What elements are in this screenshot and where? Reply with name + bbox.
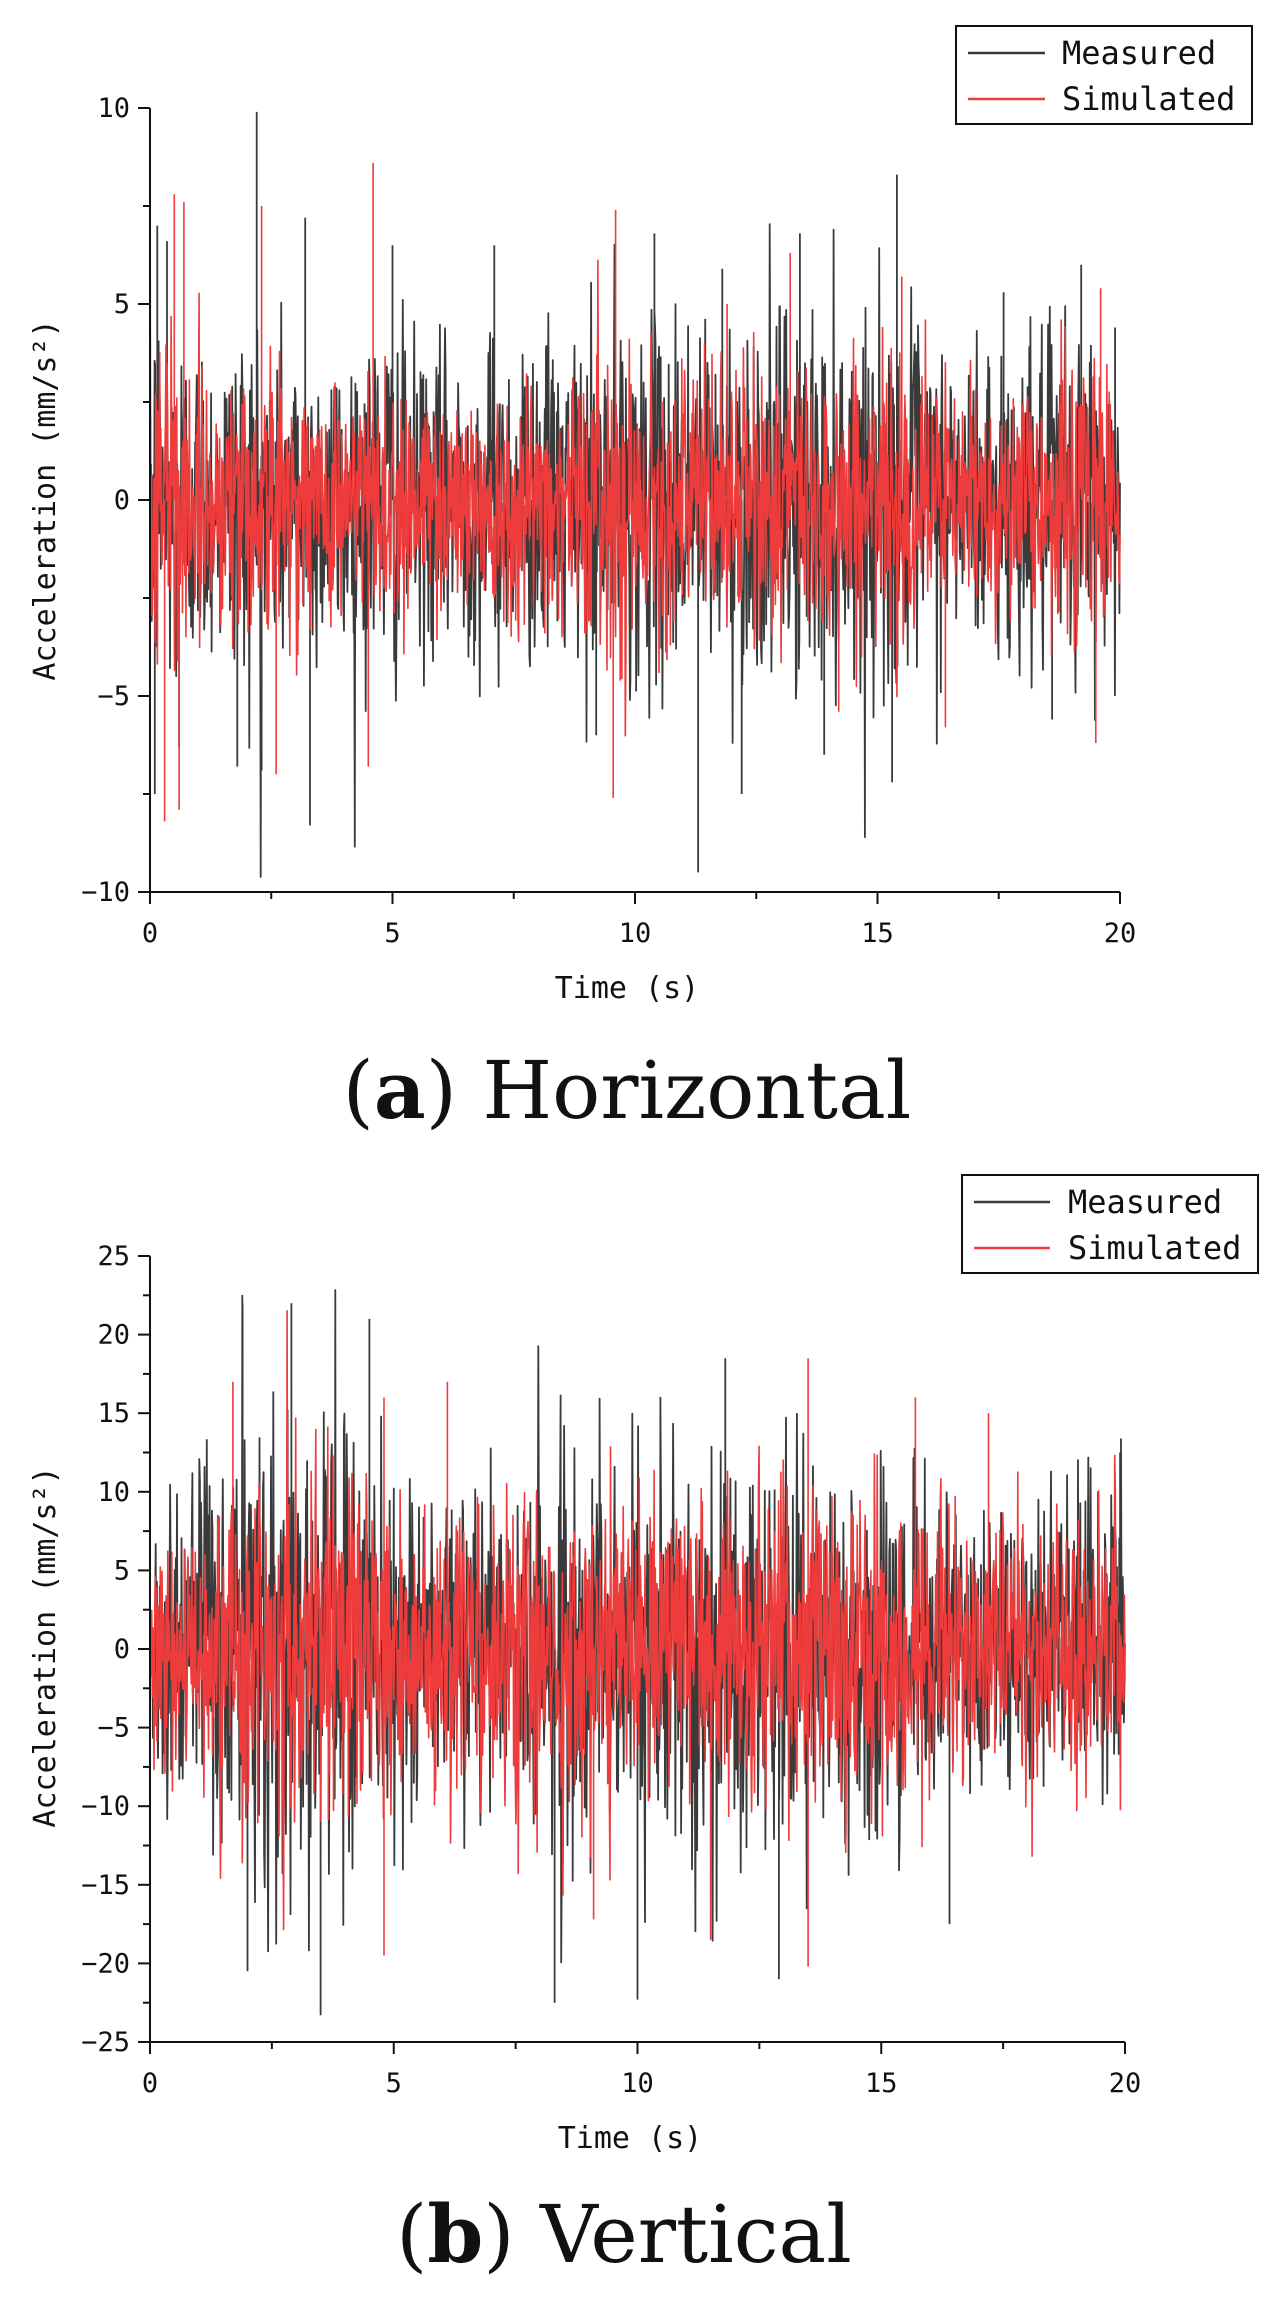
x-axis-label-vertical: Time (s) bbox=[558, 2121, 703, 2156]
caption-horizontal: (a) Horizontal bbox=[343, 1043, 912, 1137]
y-tick-label: 10 bbox=[97, 1477, 130, 1508]
x-axis-label-horizontal: Time (s) bbox=[555, 971, 700, 1006]
x-tick-label: 15 bbox=[861, 918, 894, 949]
x-tick-label: 10 bbox=[621, 2068, 654, 2099]
plot-area-horizontal bbox=[149, 111, 1121, 878]
y-tick-label: 5 bbox=[114, 289, 130, 320]
y-tick-label: 0 bbox=[114, 1634, 130, 1665]
series-line-simulated-vertical bbox=[149, 1310, 1126, 1967]
panel-vertical: 0 5 10 15 20 −25 −20 −15 −10 −5 0 5 10 15 20 25 Time (s… bbox=[28, 1174, 1259, 2281]
legend-label-simulated: Simulated bbox=[1062, 80, 1235, 118]
axes-horizontal: 0 5 10 15 20 −10 −5 0 5 10 bbox=[81, 93, 1136, 949]
legend-label-measured: Measured bbox=[1062, 34, 1216, 72]
series-line-simulated-horizontal bbox=[149, 162, 1121, 822]
series-simulated-horizontal bbox=[149, 162, 1121, 822]
y-tick-label: −5 bbox=[97, 681, 130, 712]
y-tick-label: 0 bbox=[114, 485, 130, 516]
series-simulated-vertical bbox=[149, 1310, 1126, 1967]
y-tick-label: 10 bbox=[97, 93, 130, 124]
panel-letter-a: a bbox=[374, 1043, 426, 1137]
plot-area-vertical bbox=[149, 1289, 1126, 2016]
y-tick-label: −15 bbox=[81, 1870, 130, 1901]
y-tick-label: −20 bbox=[81, 1948, 130, 1979]
y-tick-label: 25 bbox=[97, 1241, 130, 1272]
axes-vertical: 0 5 10 15 20 −25 −20 −15 −10 −5 0 5 10 15 20 25 bbox=[81, 1241, 1141, 2099]
x-tick-label: 5 bbox=[386, 2068, 402, 2099]
caption-vertical: (b) Vertical bbox=[396, 2187, 852, 2281]
legend-box bbox=[955, 25, 1253, 125]
y-tick-label: −25 bbox=[81, 2027, 130, 2058]
y-tick-label: −10 bbox=[81, 1791, 130, 1822]
legend-horizontal: Measured Simulated bbox=[955, 25, 1253, 125]
caption-text-horizontal: Horizontal bbox=[482, 1044, 911, 1137]
x-tick-label: 20 bbox=[1104, 918, 1137, 949]
y-tick-label: 15 bbox=[97, 1398, 130, 1429]
y-axis-label-horizontal: Acceleration (mm/s²) bbox=[28, 319, 63, 680]
x-tick-label: 20 bbox=[1109, 2068, 1142, 2099]
x-tick-label: 10 bbox=[619, 918, 652, 949]
x-tick-label: 5 bbox=[384, 918, 400, 949]
x-tick-label: 0 bbox=[142, 2068, 158, 2099]
y-axis-label-vertical: Acceleration (mm/s²) bbox=[28, 1466, 63, 1827]
x-tick-label: 15 bbox=[865, 2068, 898, 2099]
y-tick-label: −5 bbox=[97, 1713, 130, 1744]
legend-label-simulated: Simulated bbox=[1068, 1229, 1241, 1267]
x-tick-label: 0 bbox=[142, 918, 158, 949]
panel-letter-b: b bbox=[427, 2187, 483, 2281]
legend-vertical: Measured Simulated bbox=[961, 1174, 1259, 1274]
caption-text-vertical: Vertical bbox=[539, 2188, 852, 2281]
panel-horizontal: 0 5 10 15 20 −10 −5 0 5 10 Time (s) Acceleration … bbox=[28, 25, 1253, 1137]
y-tick-label: 5 bbox=[114, 1555, 130, 1586]
legend-label-measured: Measured bbox=[1068, 1183, 1222, 1221]
y-tick-label: 20 bbox=[97, 1320, 130, 1351]
legend-box bbox=[961, 1174, 1259, 1274]
y-tick-label: −10 bbox=[81, 877, 130, 908]
